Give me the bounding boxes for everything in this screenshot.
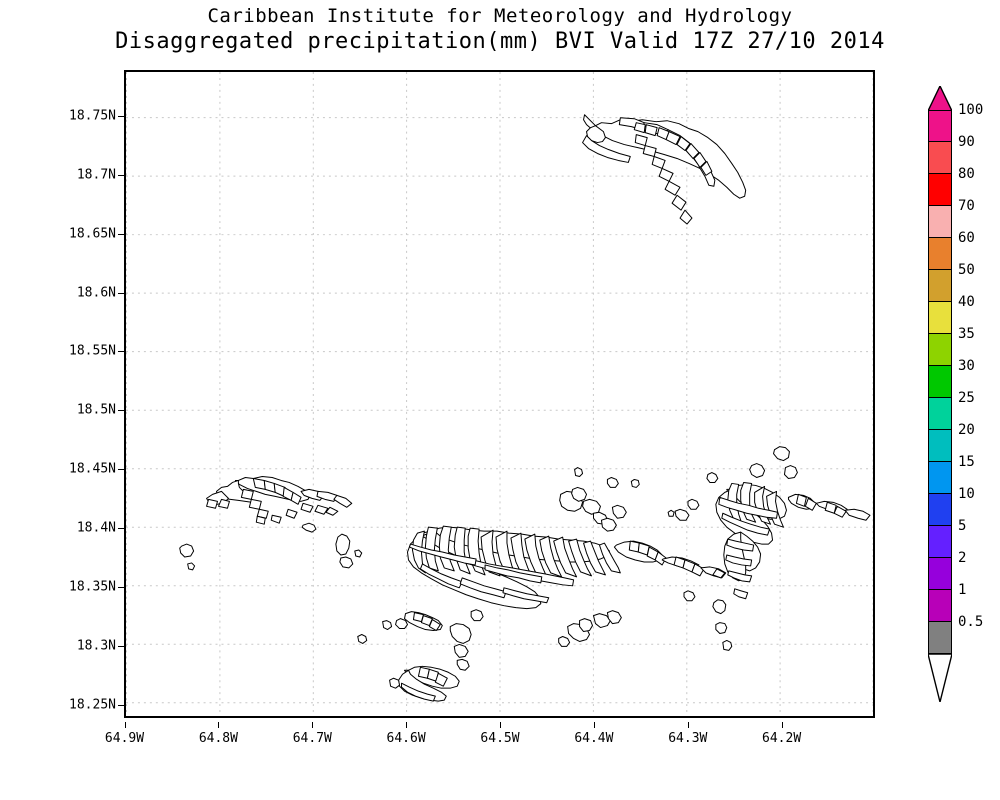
colorbar-tick-label: 2 — [958, 550, 967, 566]
colorbar-band — [928, 462, 952, 494]
colorbar-tick-label: 50 — [958, 262, 975, 278]
island-jost-van-dyke — [206, 475, 353, 533]
x-tick-label: 64.5W — [480, 731, 520, 746]
y-tick-label: 18.65N — [69, 226, 116, 242]
y-tick-label: 18.35N — [69, 579, 116, 595]
colorbar-band — [928, 590, 952, 622]
colorbar-band — [928, 110, 952, 142]
colorbar-tick-label: 10 — [958, 486, 975, 502]
x-tick-label: 64.3W — [668, 731, 708, 746]
gridlines — [126, 72, 873, 716]
y-tick-label: 18.5N — [76, 402, 116, 418]
colorbar-above-max-arrow — [928, 86, 952, 110]
y-tick-label: 18.7N — [76, 167, 116, 183]
colorbar-tick-label: 60 — [958, 230, 975, 246]
x-tick-label: 64.7W — [292, 731, 332, 746]
islets-northeast-chain — [667, 446, 871, 521]
y-tick-label: 18.25N — [69, 697, 116, 713]
colorbar-band — [928, 494, 952, 526]
colorbar-tick-label: 15 — [958, 454, 975, 470]
colorbar-tick-label: 80 — [958, 166, 975, 182]
x-tick-label: 64.9W — [104, 731, 145, 746]
colorbar-tick-label: 0.5 — [958, 614, 984, 630]
y-axis: 18.75N 18.7N 18.65N 18.6N 18.55N 18.5N 1… — [0, 70, 116, 718]
island-virgin-gorda — [715, 481, 787, 600]
colorbar-tick-label: 100 — [958, 102, 984, 118]
colorbar-band — [928, 238, 952, 270]
chart-main-title: Disaggregated precipitation(mm) BVI Vali… — [115, 29, 885, 54]
colorbar-tick-label: 20 — [958, 422, 975, 438]
colorbar-tick-label: 30 — [958, 358, 975, 374]
colorbar-above-max-outline — [928, 86, 952, 111]
colorbar-band — [928, 206, 952, 238]
islets-central — [559, 467, 640, 532]
chart-title-block: Caribbean Institute for Meteorology and … — [0, 4, 1000, 55]
colorbar-band — [928, 526, 952, 558]
colorbar-band — [928, 430, 952, 462]
colorbar-band — [928, 334, 952, 366]
colorbar-band — [928, 142, 952, 174]
colorbar-tick-label: 1 — [958, 582, 967, 598]
map-plot-area — [124, 70, 875, 718]
x-tick-label: 64.4W — [574, 731, 614, 746]
colorbar-band — [928, 366, 952, 398]
y-tick-label: 18.4N — [76, 520, 116, 536]
colorbar-band — [928, 622, 952, 654]
x-tick-label: 64.6W — [386, 731, 426, 746]
islets-southeast — [683, 590, 733, 651]
y-tick-label: 18.75N — [69, 108, 116, 124]
colorbar-tick-label: 5 — [958, 518, 967, 534]
y-tick-label: 18.45N — [69, 461, 116, 477]
colorbar-tick-label: 40 — [958, 294, 975, 310]
y-tick-label: 18.6N — [76, 285, 116, 300]
island-tortola — [406, 525, 621, 610]
colorbar-band — [928, 174, 952, 206]
colorbar-below-min-arrow — [928, 654, 952, 702]
island-beef — [613, 540, 727, 579]
islands-south — [357, 609, 622, 702]
colorbar-band — [928, 302, 952, 334]
island-polygons — [179, 114, 871, 702]
colorbar-tick-label: 70 — [958, 198, 975, 214]
institute-title: Caribbean Institute for Meteorology and … — [207, 5, 793, 27]
x-tick-label: 64.8W — [198, 731, 238, 746]
colorbar-tick-label: 35 — [958, 326, 975, 342]
colorbar-tick-label: 25 — [958, 390, 975, 406]
x-tick-label: 64.2W — [762, 731, 802, 746]
colorbar-tick-label: 90 — [958, 134, 975, 150]
colorbar-band — [928, 398, 952, 430]
colorbar-band — [928, 558, 952, 590]
y-tick-label: 18.3N — [76, 638, 116, 654]
island-anegada — [582, 114, 747, 225]
y-tick-label: 18.55N — [69, 343, 116, 359]
islets-west — [179, 533, 363, 571]
colorbar-band — [928, 270, 952, 302]
x-axis: 64.9W 64.8W 64.7W 64.6W 64.5W 64.4W 64.3… — [105, 722, 875, 748]
